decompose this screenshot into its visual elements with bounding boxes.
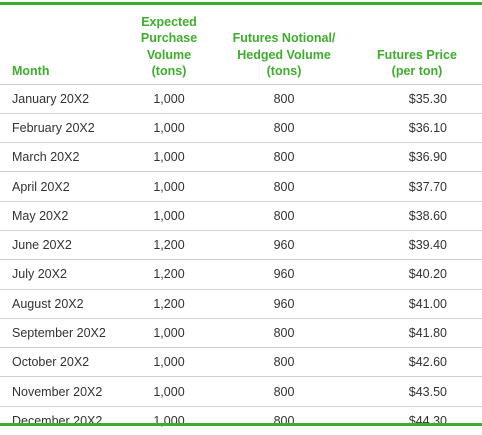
- cell-month: July 20X2: [0, 259, 122, 290]
- header-futures-price: Futures Price (per ton): [377, 47, 457, 79]
- cell-price: $36.10: [352, 112, 482, 143]
- cell-hedged: 800: [216, 347, 352, 377]
- cell-hedged: 800: [216, 83, 352, 114]
- cell-hedged: 800: [216, 112, 352, 143]
- cell-hedged: 800: [216, 405, 352, 435]
- cell-volume: 1,000: [122, 83, 216, 114]
- cell-month: May 20X2: [0, 200, 122, 231]
- cell-hedged: 800: [216, 171, 352, 202]
- cell-volume: 1,000: [122, 112, 216, 143]
- cell-price: $43.50: [352, 376, 482, 407]
- cell-volume: 1,000: [122, 376, 216, 407]
- cell-price: $36.90: [352, 142, 482, 172]
- table-row: July 20X2 1,200 960 $40.20: [0, 259, 482, 290]
- cell-price: $40.20: [352, 259, 482, 290]
- cell-month: March 20X2: [0, 142, 122, 172]
- cell-price: $39.40: [352, 229, 482, 260]
- table-row: November 20X2 1,000 800 $43.50: [0, 376, 482, 407]
- cell-price: $44.30: [352, 405, 482, 435]
- table-row: October 20X2 1,000 800 $42.60: [0, 347, 482, 377]
- cell-volume: 1,000: [122, 347, 216, 377]
- cell-month: December 20X2: [0, 405, 122, 435]
- cell-price: $41.00: [352, 288, 482, 319]
- cell-month: August 20X2: [0, 288, 122, 319]
- table-row: April 20X2 1,000 800 $37.70: [0, 171, 482, 202]
- cell-month: October 20X2: [0, 347, 122, 377]
- table-row: January 20X2 1,000 800 $35.30: [0, 83, 482, 114]
- cell-price: $42.60: [352, 347, 482, 377]
- cell-volume: 1,200: [122, 229, 216, 260]
- table-row: August 20X2 1,200 960 $41.00: [0, 288, 482, 319]
- cell-month: January 20X2: [0, 83, 122, 114]
- cell-month: September 20X2: [0, 317, 122, 348]
- cell-price: $37.70: [352, 171, 482, 202]
- cell-month: November 20X2: [0, 376, 122, 407]
- cell-month: February 20X2: [0, 112, 122, 143]
- header-row: Month Expected Purchase Volume (tons) Fu…: [0, 12, 482, 84]
- cell-volume: 1,200: [122, 259, 216, 290]
- cell-volume: 1,000: [122, 405, 216, 435]
- cell-volume: 1,000: [122, 200, 216, 231]
- table-row: February 20X2 1,000 800 $36.10: [0, 112, 482, 143]
- cell-hedged: 960: [216, 288, 352, 319]
- cell-month: April 20X2: [0, 171, 122, 202]
- cell-volume: 1,000: [122, 142, 216, 172]
- header-hedged-volume: Futures Notional/ Hedged Volume (tons): [232, 31, 336, 78]
- cell-volume: 1,200: [122, 288, 216, 319]
- cell-hedged: 800: [216, 142, 352, 172]
- table-row: June 20X2 1,200 960 $39.40: [0, 229, 482, 260]
- bottom-rule: [0, 423, 482, 426]
- cell-hedged: 800: [216, 317, 352, 348]
- top-rule: [0, 2, 482, 5]
- table-row: September 20X2 1,000 800 $41.80: [0, 317, 482, 348]
- header-expected-volume: Expected Purchase Volume (tons): [140, 14, 198, 79]
- table-row: December 20X2 1,000 800 $44.30: [0, 405, 482, 435]
- cell-price: $35.30: [352, 83, 482, 114]
- header-month: Month: [12, 64, 50, 78]
- cell-volume: 1,000: [122, 171, 216, 202]
- table-row: May 20X2 1,000 800 $38.60: [0, 200, 482, 231]
- table-row: March 20X2 1,000 800 $36.90: [0, 142, 482, 172]
- cell-hedged: 800: [216, 376, 352, 407]
- cell-price: $41.80: [352, 317, 482, 348]
- cell-volume: 1,000: [122, 317, 216, 348]
- cell-hedged: 960: [216, 229, 352, 260]
- hedge-table: Month Expected Purchase Volume (tons) Fu…: [0, 12, 482, 435]
- cell-month: June 20X2: [0, 229, 122, 260]
- cell-price: $38.60: [352, 200, 482, 231]
- cell-hedged: 960: [216, 259, 352, 290]
- cell-hedged: 800: [216, 200, 352, 231]
